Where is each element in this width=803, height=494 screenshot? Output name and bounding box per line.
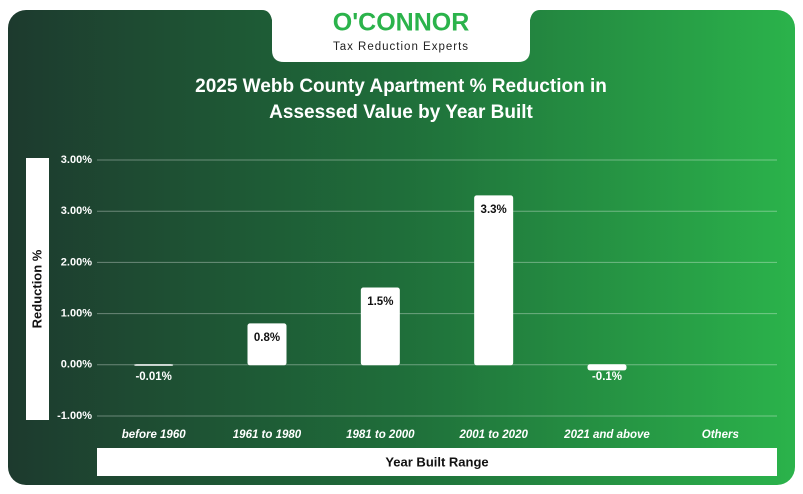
data-label: -0.01% (135, 371, 171, 383)
y-tick-label: 0.00% (61, 359, 92, 371)
data-label: -0.1% (592, 371, 622, 383)
y-tick-label: 3.00% (61, 205, 92, 217)
tagline: Tax Reduction Experts (333, 41, 469, 53)
bar (474, 195, 514, 366)
x-axis-label: Year Built Range (385, 454, 488, 469)
x-tick-label: 1981 to 2000 (346, 429, 415, 441)
y-tick-label: -1.00% (57, 410, 92, 422)
bar (134, 364, 174, 366)
bar (360, 287, 400, 366)
data-label: 1.5% (367, 296, 393, 308)
bar (587, 364, 627, 371)
x-tick-label: before 1960 (122, 429, 187, 441)
data-label: 0.8% (254, 332, 280, 344)
x-tick-label: 1961 to 1980 (233, 429, 302, 441)
bar (247, 323, 287, 366)
y-tick-label: 3.00% (61, 154, 92, 166)
x-tick-label: 2021 and above (563, 429, 650, 441)
x-tick-label: 2001 to 2020 (458, 429, 528, 441)
chart-title: 2025 Webb County Apartment % Reduction i… (195, 76, 607, 123)
y-label-box (26, 158, 49, 420)
brand: O'CONNOR (333, 9, 470, 37)
y-tick-label: 1.00% (61, 308, 92, 320)
logo-tab (262, 10, 540, 62)
y-tick-label: 2.00% (61, 256, 92, 268)
x-label-box (97, 448, 777, 476)
data-label: 3.3% (481, 204, 507, 216)
y-axis-label: Reduction % (29, 249, 44, 328)
x-tick-label: Others (702, 429, 739, 441)
